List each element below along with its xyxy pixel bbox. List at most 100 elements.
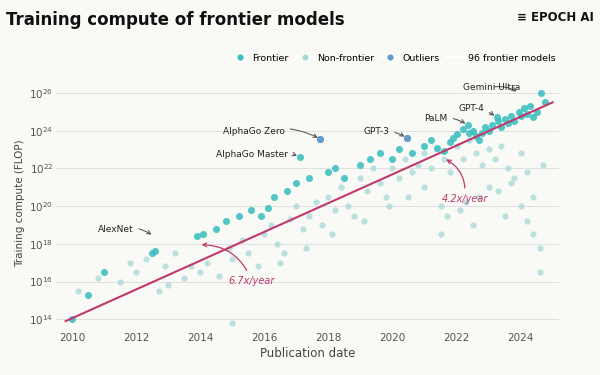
- Point: [375, 180, 385, 186]
- Point: [221, 218, 230, 224]
- Point: [464, 137, 474, 143]
- Point: [445, 169, 455, 175]
- Point: [211, 226, 221, 232]
- Point: [74, 288, 83, 294]
- Point: [493, 188, 503, 194]
- Point: [311, 199, 320, 205]
- Point: [463, 122, 473, 128]
- Point: [400, 156, 410, 162]
- Point: [151, 248, 160, 254]
- Point: [484, 147, 493, 153]
- Point: [368, 165, 378, 171]
- Point: [362, 188, 371, 194]
- Point: [407, 150, 416, 156]
- Point: [468, 128, 478, 134]
- Point: [301, 244, 311, 250]
- Point: [125, 260, 134, 266]
- Point: [402, 135, 412, 141]
- Point: [402, 135, 412, 141]
- Point: [323, 194, 333, 200]
- Text: GPT-3: GPT-3: [364, 127, 404, 136]
- Point: [179, 275, 189, 281]
- Point: [256, 213, 266, 219]
- Text: Training compute of frontier models: Training compute of frontier models: [6, 11, 344, 29]
- Point: [196, 269, 205, 275]
- Point: [269, 194, 279, 200]
- Point: [260, 231, 269, 237]
- Point: [532, 109, 541, 115]
- Point: [419, 184, 429, 190]
- Point: [244, 250, 253, 256]
- Point: [340, 175, 349, 181]
- Text: AlphaGo Zero: AlphaGo Zero: [223, 127, 317, 137]
- Point: [529, 194, 538, 200]
- Point: [292, 180, 301, 186]
- Point: [461, 199, 471, 205]
- Point: [388, 165, 397, 171]
- Text: 4.2x/year: 4.2x/year: [442, 160, 488, 204]
- Point: [295, 154, 304, 160]
- Point: [272, 241, 282, 247]
- Point: [522, 111, 532, 117]
- Point: [253, 263, 263, 269]
- Point: [356, 162, 365, 168]
- Text: GPT-4: GPT-4: [458, 104, 493, 115]
- Point: [478, 129, 487, 135]
- Point: [343, 203, 352, 209]
- Point: [359, 218, 368, 224]
- Point: [522, 218, 532, 224]
- Point: [224, 244, 234, 250]
- Point: [484, 184, 493, 190]
- Point: [330, 207, 340, 213]
- Point: [449, 135, 458, 141]
- Point: [506, 112, 516, 118]
- Point: [413, 162, 423, 168]
- Point: [304, 175, 314, 181]
- Point: [516, 150, 526, 156]
- Point: [154, 288, 163, 294]
- Point: [202, 260, 211, 266]
- Legend: Frontier, Non-frontier, Outliers, 96 frontier models: Frontier, Non-frontier, Outliers, 96 fro…: [227, 50, 560, 66]
- Point: [215, 273, 224, 279]
- Point: [285, 216, 295, 222]
- Point: [509, 175, 519, 181]
- Point: [365, 156, 375, 162]
- Point: [455, 207, 464, 213]
- Point: [141, 256, 151, 262]
- Point: [426, 137, 436, 143]
- Point: [388, 156, 397, 162]
- X-axis label: Publication date: Publication date: [260, 347, 355, 360]
- Point: [436, 231, 445, 237]
- Point: [356, 175, 365, 181]
- Point: [535, 269, 545, 275]
- Text: 6.7x/year: 6.7x/year: [203, 243, 275, 286]
- Point: [247, 207, 256, 213]
- Point: [484, 128, 493, 134]
- Point: [317, 222, 327, 228]
- Point: [481, 124, 490, 130]
- Point: [516, 203, 526, 209]
- Point: [227, 320, 237, 326]
- Point: [526, 103, 535, 109]
- Point: [263, 205, 272, 211]
- Point: [471, 133, 481, 139]
- Point: [266, 222, 275, 228]
- Text: Gemini Ultra: Gemini Ultra: [463, 83, 520, 92]
- Point: [426, 165, 436, 171]
- Point: [394, 175, 404, 181]
- Point: [458, 156, 468, 162]
- Y-axis label: Training compute (FLOP): Training compute (FLOP): [15, 140, 25, 267]
- Point: [478, 162, 487, 168]
- Point: [516, 112, 526, 118]
- Point: [316, 136, 325, 142]
- Point: [67, 316, 77, 322]
- Point: [131, 269, 141, 275]
- Point: [468, 222, 478, 228]
- Point: [100, 269, 109, 275]
- Point: [192, 233, 202, 239]
- Point: [439, 148, 449, 154]
- Point: [327, 231, 337, 237]
- Point: [497, 124, 506, 130]
- Point: [452, 143, 461, 149]
- Point: [279, 250, 289, 256]
